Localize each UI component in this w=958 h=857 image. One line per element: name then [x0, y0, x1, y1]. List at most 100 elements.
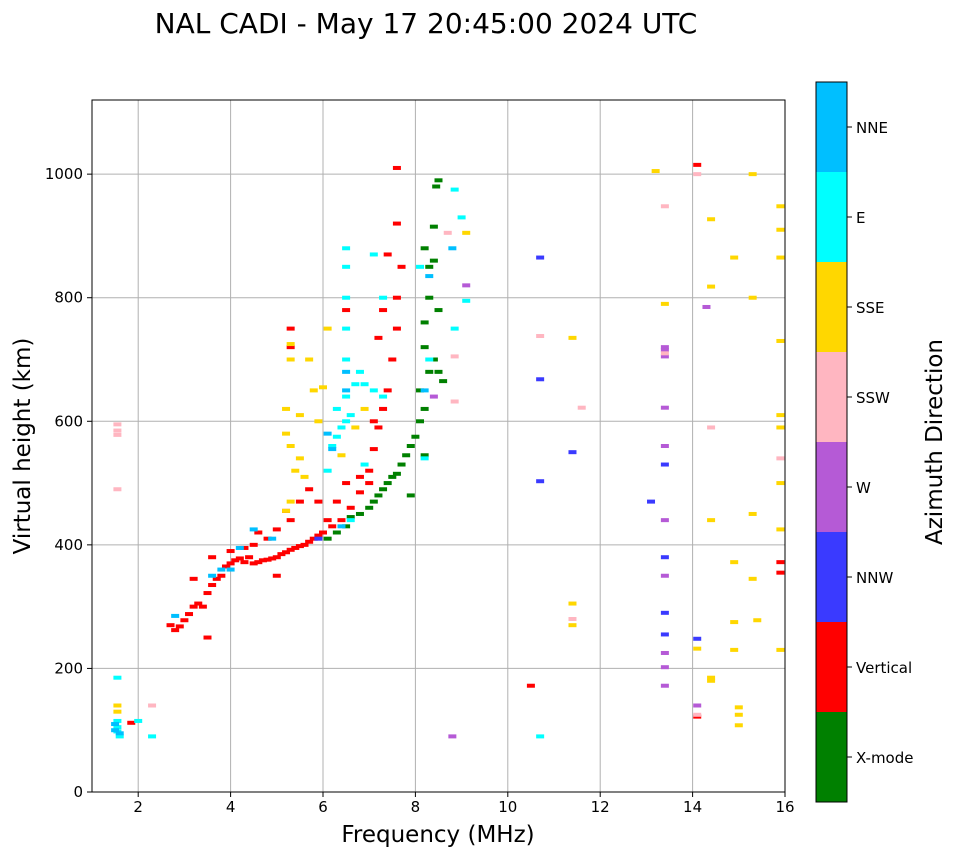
data-point — [660, 555, 669, 560]
y-tick-label: 800 — [54, 289, 83, 307]
data-point — [416, 419, 425, 424]
x-axis-label: Frequency (MHz) — [341, 822, 534, 848]
colorbar-tick-label: E — [856, 209, 865, 227]
colorbar-tick-label: SSE — [856, 299, 885, 317]
data-point — [660, 610, 669, 615]
data-point — [707, 284, 716, 289]
data-point — [208, 583, 217, 588]
colorbar-label: Azimuth Direction — [922, 339, 948, 545]
data-point — [221, 564, 230, 569]
data-point — [379, 295, 388, 300]
chart-title: NAL CADI - May 17 20:45:00 2024 UTC — [155, 7, 698, 40]
data-point — [776, 255, 785, 260]
data-point — [314, 536, 323, 541]
data-point — [397, 462, 406, 467]
data-point — [282, 508, 291, 513]
data-point — [450, 326, 459, 331]
data-point — [231, 558, 240, 563]
data-point — [148, 734, 157, 739]
data-point — [323, 536, 332, 541]
data-point — [660, 573, 669, 578]
data-point — [374, 425, 383, 430]
data-point — [305, 487, 314, 492]
data-point — [295, 413, 304, 418]
data-point — [776, 456, 785, 461]
x-tick-label: 4 — [226, 798, 236, 816]
data-point — [355, 490, 364, 495]
data-point — [332, 499, 341, 504]
y-tick-label: 400 — [54, 536, 83, 554]
data-point — [286, 444, 295, 448]
data-point — [323, 326, 332, 331]
data-point — [693, 172, 702, 177]
data-point — [277, 552, 286, 557]
x-tick-label: 12 — [591, 798, 610, 816]
data-point — [776, 570, 785, 575]
data-point — [776, 527, 785, 532]
x-tick-label: 6 — [318, 798, 328, 816]
data-point — [526, 683, 535, 688]
data-point — [291, 468, 300, 473]
data-point — [282, 406, 291, 411]
data-point — [536, 734, 545, 739]
data-point — [369, 388, 378, 393]
data-point — [660, 301, 669, 306]
data-point — [282, 431, 291, 436]
data-point — [286, 345, 295, 350]
data-point — [351, 425, 360, 430]
plot-frame — [91, 99, 786, 793]
data-point — [360, 382, 369, 387]
data-point — [217, 573, 226, 578]
data-point — [115, 734, 124, 739]
data-point — [185, 612, 194, 617]
data-point — [660, 683, 669, 688]
data-point — [365, 468, 374, 473]
data-point — [337, 524, 346, 529]
data-point — [323, 468, 332, 473]
data-point — [660, 348, 669, 353]
x-tick-label: 2 — [133, 798, 143, 816]
data-point — [734, 705, 743, 710]
grid-lines — [92, 100, 785, 792]
data-point — [217, 567, 226, 572]
data-point — [388, 474, 397, 479]
data-point — [462, 283, 471, 288]
data-point — [332, 406, 341, 411]
data-point — [568, 335, 577, 340]
colorbar-segment — [816, 172, 847, 262]
data-point — [660, 351, 669, 356]
data-point — [379, 487, 388, 492]
data-point — [342, 326, 351, 331]
data-point — [258, 558, 267, 563]
data-point — [369, 419, 378, 424]
data-point — [365, 505, 374, 510]
data-point — [113, 675, 122, 680]
data-point — [383, 481, 392, 486]
data-point — [148, 703, 157, 708]
data-point — [113, 487, 122, 492]
data-point — [203, 635, 212, 640]
data-point — [319, 385, 327, 390]
data-point — [406, 444, 415, 448]
data-point — [776, 481, 785, 486]
x-tick-label: 8 — [411, 798, 421, 816]
data-point — [166, 623, 175, 628]
data-point — [707, 518, 716, 523]
data-point — [268, 556, 277, 561]
x-axis-ticks: 2 4 6 8 10 12 14 16 — [133, 792, 795, 816]
y-axis-ticks: 0 200 400 600 800 1000 — [45, 165, 92, 801]
data-point — [226, 567, 235, 572]
data-point — [272, 527, 281, 532]
data-point — [416, 264, 425, 269]
data-point — [286, 326, 295, 331]
data-point — [342, 394, 351, 399]
data-points — [111, 162, 785, 739]
data-point — [660, 405, 669, 410]
colorbar-segment — [816, 532, 847, 622]
data-point — [342, 388, 351, 393]
data-point — [374, 493, 383, 498]
colorbar: X-mode Vertical NNW W SSW SSE E NNE — [816, 82, 913, 802]
data-point — [416, 388, 425, 393]
data-point — [342, 419, 351, 424]
data-point — [536, 334, 545, 339]
